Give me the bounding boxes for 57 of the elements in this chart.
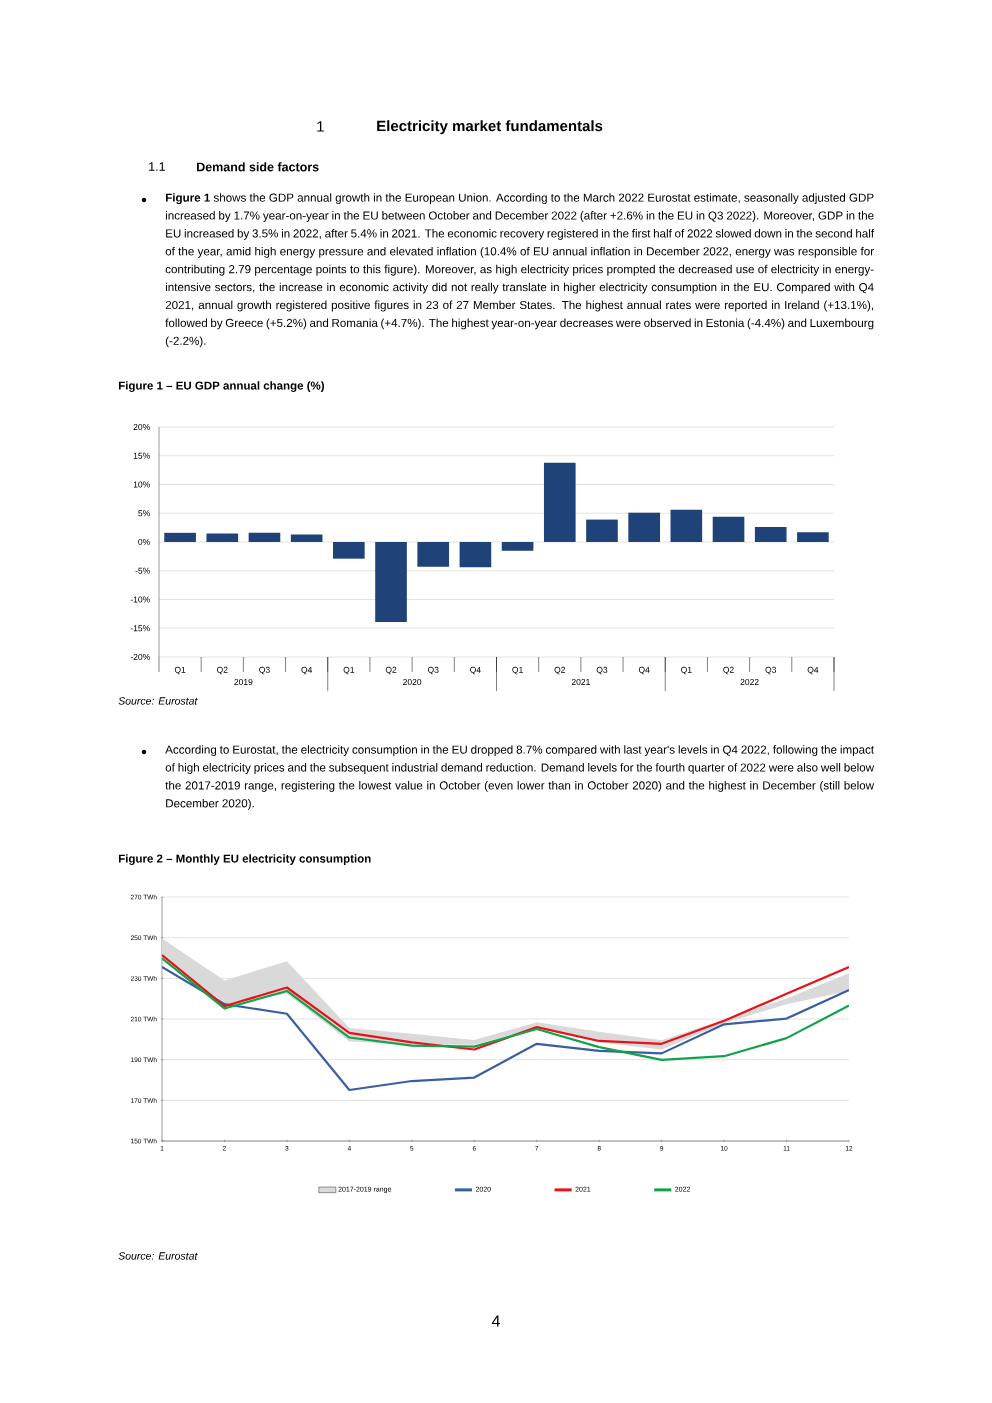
x-tick-label: Q2 [385,666,397,675]
x-tick-label: Q3 [259,666,270,675]
x-tick-label: Q3 [765,666,777,675]
x-tick-label: Q4 [301,666,313,675]
y-tick-label: -20% [130,654,150,661]
y-tick-label: 0% [138,539,150,546]
text: Figure 1 shows the GDP annual growth in the European Union. According to the March 2022 Eurostat estimate, seasonally adjusted GDP increased by 1.7% year-on-year in the EU between October and December 2022 (after +2.6% in the EU in Q3 2022). Moreover, GDP in the EU increased by 3.5% in 2022, after 5.4% in 2021. The economic recovery registered in the first half of 2022 slowed down in the second half of the year, amid high energy pressure and elevated inflation (10.4% of EU annual inflation in December 2022, energy was responsible for contributing 2.79 percentage points to this figure). Moreover, as high electricity prices prompted the decreased use of electricity in energy-intensive sectors, the increase in economic activity did not really translate in higher electricity consumption in the EU. Compared with Q4 2021, annual growth registered positive figures in 23 of 27 Member States. The highest annual rates were reported in Ireland (+13.1%), followed by Greece (+5.2%) and Romania (+4.7%). The highest year-on-year decreases were observed in Estonia (-4.4%) and Luxembourg (-2.2%). [165,193,875,348]
x-tick-label: Q3 [427,666,439,675]
bar [628,512,660,543]
x-tick-label: Q2 [554,666,566,675]
line-series [162,965,849,1092]
text: 4 [491,1315,500,1327]
y-tick-label: -5% [135,567,150,574]
bar [459,542,492,568]
x-tick-label: Q1 [174,666,186,675]
bar [417,542,450,567]
source-note: Source: Eurostat [118,697,198,705]
text: According to Eurostat, the electricity consumption in the EU dropped 8.7% compared with last year's levels in Q4 2022, following the impact of high electricity prices and the subsequent industrial demand reduction. Demand levels for the fourth quarter of 2022 were also well below the 2017-2019 range, registering the lowest value in October (even lower than in October 2020) and the highest in December (still below December 2020). [165,745,875,810]
bar [375,542,407,622]
text: Demand side factors [197,162,319,172]
bar [543,462,576,543]
bar [712,516,745,543]
y-tick-label: 20% [133,424,150,431]
text: 2020 [403,679,422,686]
y-tick-label: -15% [130,625,150,632]
source-note: Source: Eurostat [118,1252,198,1260]
x-tick-label: Q4 [807,666,819,675]
y-tick-label: 15% [133,452,150,459]
bar [333,542,365,559]
x-tick-label: Q2 [723,666,734,675]
x-tick-label: Q4 [470,666,481,675]
bar [670,509,703,543]
bar [754,527,787,543]
y-tick-label: 10% [133,481,150,488]
bar [501,542,534,551]
y-tick-label: -10% [130,596,150,603]
text: 2022 [740,679,759,686]
bar [206,533,239,543]
bar [290,534,323,543]
y-tick-label: 5% [138,510,150,517]
bar [164,532,196,543]
x-tick-label: Q4 [638,666,650,675]
bar [586,519,618,543]
x-tick-label: Q3 [596,666,608,675]
x-tick-label: Q1 [512,666,523,675]
x-tick-label: Q1 [343,666,355,675]
bar [797,532,829,543]
text: 1 [317,121,324,132]
chart-title: Figure 2 – Monthly EU electricity consumption [118,854,371,865]
bar [248,532,281,543]
text: 1.1 [149,162,165,171]
text: Electricity market fundamentals [377,120,603,135]
x-tick-label: Q2 [217,666,228,675]
x-tick-label: Q1 [681,666,692,675]
text: 2019 [234,679,253,686]
chart-title: Figure 1 – EU GDP annual change (%) [118,381,325,392]
text: 2021 [571,679,590,686]
